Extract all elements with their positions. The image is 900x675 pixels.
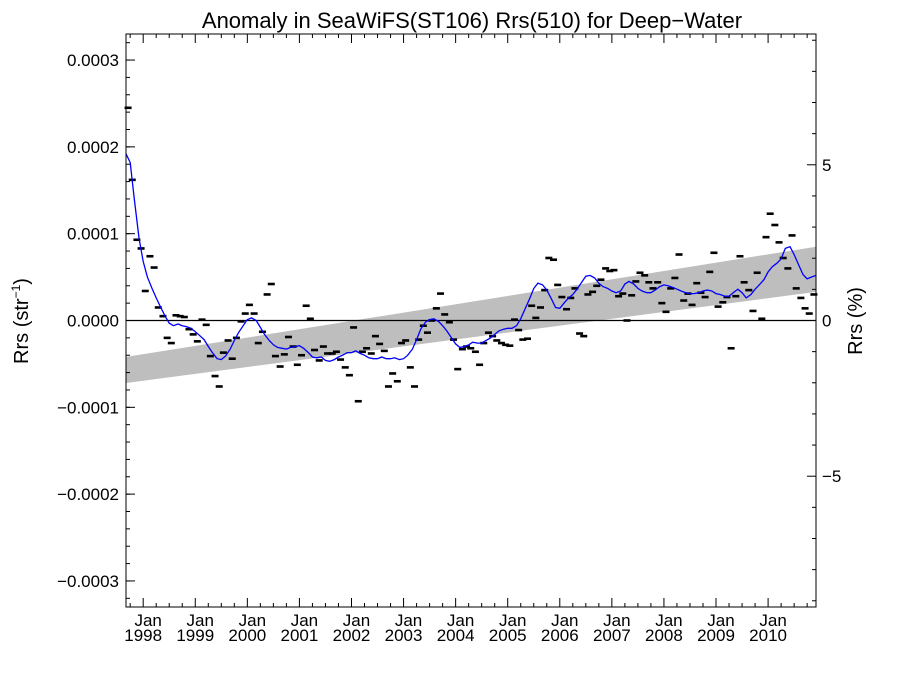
x-tick-label-month: Jan [655,611,682,630]
x-tick-label-year: 2003 [385,626,423,645]
chart-title: Anomaly in SeaWiFS(ST106) Rrs(510) for D… [202,8,742,33]
y-tick-label: 0.0002 [67,138,119,157]
x-tick-label-month: Jan [134,611,161,630]
y-tick-label: 0.0003 [67,51,119,70]
x-tick-label-year: 2000 [228,626,266,645]
right-axis-ticks: 5 0 −5 [807,39,841,602]
trend-band-layer [126,246,816,384]
x-tick-label-year: 2001 [280,626,318,645]
y2-tick-label: 5 [822,156,831,175]
x-tick-label-year: 1998 [124,626,162,645]
x-tick-label-month: Jan [395,611,422,630]
y-tick-label: 0.0000 [67,312,119,331]
x-axis-ticks: Jan1998Jan1999Jan2000Jan2001Jan2002Jan20… [124,34,808,645]
y-tick-label: −0.0001 [57,398,119,417]
x-tick-label-month: Jan [499,611,526,630]
x-tick-label-month: Jan [187,611,214,630]
x-tick-label-year: 2010 [749,626,787,645]
x-tick-label-year: 1999 [176,626,214,645]
running-mean-layer [125,153,817,362]
x-tick-label-year: 2009 [697,626,735,645]
x-tick-label-year: 2005 [489,626,527,645]
y-tick-label: −0.0002 [57,485,119,504]
x-tick-label-month: Jan [343,611,370,630]
x-tick-label-month: Jan [239,611,266,630]
x-tick-label-month: Jan [291,611,318,630]
trend-band [126,246,816,384]
left-axis-label: Rrs (str−1) [9,278,33,364]
y-tick-label: −0.0003 [57,572,119,591]
left-axis-ticks: 0.0003 0.0002 0.0001 0.0000 −0.0001 −0.0002 −0… [57,42,135,599]
x-tick-label-year: 2002 [333,626,371,645]
x-tick-label-month: Jan [551,611,578,630]
right-axis-label: Rrs (%) [845,287,867,355]
monthly-points-layer [124,106,818,403]
x-tick-label-year: 2007 [593,626,631,645]
x-tick-label-month: Jan [707,611,734,630]
x-tick-label-month: Jan [603,611,630,630]
y2-tick-label: 0 [822,312,831,331]
running-mean-line [125,153,817,362]
x-tick-label-month: Jan [759,611,786,630]
y-tick-label: 0.0001 [67,225,119,244]
left-axis-label-exponent: −1 [9,284,23,298]
y2-tick-label: −5 [822,467,841,486]
x-tick-label-year: 2004 [437,626,475,645]
x-tick-label-month: Jan [447,611,474,630]
x-tick-label-year: 2006 [541,626,579,645]
x-tick-label-year: 2008 [645,626,683,645]
